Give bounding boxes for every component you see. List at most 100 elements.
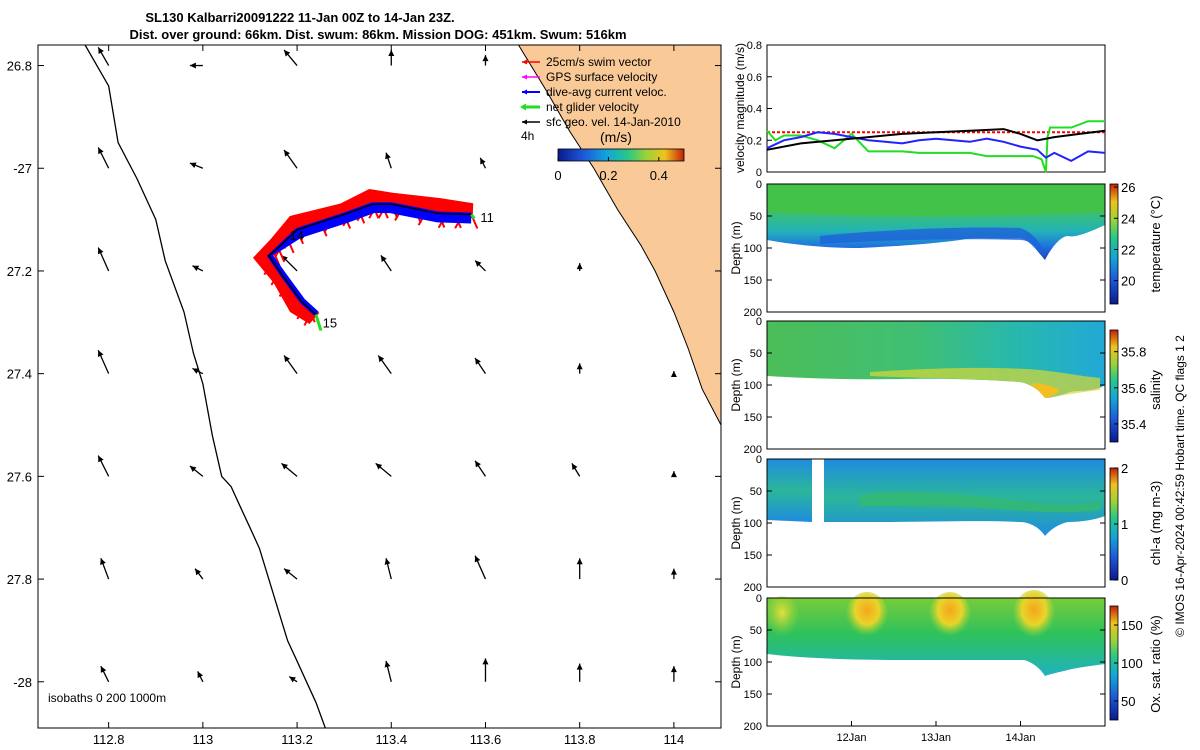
current-vector-head-35	[576, 558, 583, 565]
current-vector-head-28	[571, 463, 578, 471]
chl-yticks-label-2: 100	[744, 518, 762, 530]
map-xtick-label-6: 114	[664, 732, 685, 747]
chl-cticks-label-0: 0	[1121, 573, 1128, 588]
current-vector-head-29	[670, 471, 677, 478]
current-vector-head-15	[576, 263, 583, 270]
sal-yticks-label-1: 50	[750, 348, 762, 360]
current-vector-head-23	[98, 455, 104, 463]
ox-yticks-label-3: 150	[744, 689, 762, 701]
chla-colorbar-ticks: 0 1 2	[1114, 461, 1128, 588]
salinity-colorbar	[1109, 329, 1119, 443]
swim-vector-9-3	[303, 310, 314, 326]
current-vector-head-25	[281, 463, 288, 470]
map-title-line1: SL130 Kalbarri20091222 11-Jan 00Z to 14-…	[145, 10, 454, 25]
ox-yticks-label-4: 200	[744, 721, 762, 733]
chla-panel: 0 50 100 150 200 Depth (m) 0 1 2 chl-a (mg m-3…	[729, 454, 1163, 594]
isobath-coast-line	[84, 45, 326, 728]
chla-max-layer	[860, 491, 1100, 513]
current-vector-head-41	[482, 658, 489, 665]
chla-field-part1	[767, 459, 812, 522]
salinity-y-axis: 0 50 100 150 200	[744, 316, 1105, 456]
current-vector-head-20	[475, 358, 481, 365]
temp-yticks-label-1: 50	[750, 211, 762, 223]
chl-cticks-label-1: 1	[1121, 517, 1128, 532]
ox-xtick-label-0: 12Jan	[837, 732, 867, 744]
temp-yticks-label-0: 0	[756, 179, 762, 191]
current-vector-head-16	[97, 350, 104, 357]
current-vector-head-42	[576, 663, 583, 670]
legend-gps-label: GPS surface velocity	[546, 70, 657, 84]
map-colorbar-ticks: 0 0.2 0.4	[554, 157, 668, 183]
map-axes-box	[37, 44, 722, 729]
net-velocity-head	[470, 213, 476, 220]
net-velocity-tail	[314, 314, 323, 332]
current-vector-head-9	[480, 157, 486, 165]
map-xtick-label-4: 113.6	[470, 732, 502, 747]
map-panel: SL130 Kalbarri20091222 11-Jan 00Z to 14-…	[7, 10, 722, 747]
track-day-label-2: 15	[323, 315, 337, 330]
velocity-y-axis: 0 0.2 0.4 0.6 0.8	[747, 40, 772, 179]
salinity-colorbar-ticks: 35.4 35.6 35.8	[1114, 345, 1146, 432]
ox-yticks-label-2: 100	[744, 657, 762, 669]
current-vector-head-24	[189, 465, 197, 473]
map-ytick-label-2: 27.2	[7, 264, 32, 279]
chl-yticks-label-1: 50	[750, 486, 762, 498]
legend-scale-label: 4h	[521, 129, 534, 143]
current-vector-head-32	[284, 568, 291, 575]
swim-vector-7-3	[270, 270, 281, 286]
map-cbar-tick-label-1: 0.2	[599, 168, 617, 183]
map-cbar-tick-label-2: 0.4	[650, 168, 668, 183]
temperature-surface-layer	[767, 184, 1105, 216]
colorbar-units-label: (m/s)	[600, 129, 632, 145]
current-vector-head-39	[289, 676, 296, 683]
sal-yticks-label-2: 100	[744, 380, 762, 392]
legend-net-label: net glider velocity	[546, 100, 639, 114]
ox-xtick-label-1: 13Jan	[921, 732, 951, 744]
current-vector-head-21	[576, 363, 583, 370]
track-day-label-0: 11	[480, 210, 494, 225]
current-vector-head-4	[482, 55, 489, 62]
oxygen-y-axis: 0 50 100 150 200	[744, 593, 1105, 733]
legend-sfc-label: sfc geo. vel. 14-Jan-2010	[546, 115, 681, 129]
temperature-cold-band	[820, 227, 1045, 258]
map-ytick-label-6: -28	[13, 675, 32, 690]
map-xtick-label-5: 113.8	[564, 732, 596, 747]
ox-xtick-label-2: 14Jan	[1006, 732, 1036, 744]
current-vector-head-3	[388, 49, 395, 56]
velocity-series-2	[766, 131, 1106, 163]
oxygen-colorbar-ticks: 50 100 150	[1114, 618, 1143, 709]
legend-diveavg-arrowhead	[522, 89, 527, 95]
track-day-label-1: 14	[290, 228, 304, 243]
vel-ytick-label-4: 0.8	[747, 40, 762, 52]
salinity-colorbar-label: salinity	[1148, 370, 1163, 410]
swim-vector-8-1	[278, 282, 289, 298]
current-vector-head-31	[195, 568, 202, 576]
dive-avg-current-band	[266, 202, 472, 317]
chl-yticks-label-3: 150	[744, 550, 762, 562]
oxygen-x-axis: 12Jan 13Jan 14Jan	[837, 721, 1036, 744]
current-vector-field	[97, 47, 677, 683]
sal-yticks-label-4: 200	[744, 444, 762, 456]
current-vector-head-5	[98, 147, 104, 155]
map-ytick-label-5: 27.8	[7, 572, 32, 587]
swim-vector-9-1	[296, 304, 307, 320]
temperature-ylabel: Depth (m)	[729, 221, 743, 274]
map-ytick-label-1: -27	[13, 161, 32, 176]
temperature-colorbar-ticks: 20 22 24 26	[1114, 180, 1135, 289]
temp-yticks-label-4: 200	[744, 307, 762, 319]
current-vector-head-14	[475, 260, 482, 267]
current-vector-head-11	[192, 265, 200, 272]
current-vector-head-0	[98, 47, 104, 55]
map-xtick-label-3: 113.4	[375, 732, 407, 747]
chla-ylabel: Depth (m)	[729, 496, 743, 549]
map-xtick-label-2: 113.2	[281, 732, 313, 747]
current-vector-head-8	[385, 152, 391, 160]
map-y-axis: 26.8 -27 27.2 27.4 27.6 27.8 -28	[7, 59, 721, 690]
legend-sfc-arrowhead	[522, 119, 527, 125]
sal-cticks-label-1: 35.6	[1121, 381, 1146, 396]
velocity-panel: 0 0.2 0.4 0.6 0.8 velocity magnitude (m/s)	[733, 40, 1106, 179]
map-cbar-tick-label-0: 0	[554, 168, 561, 183]
velocity-series	[766, 120, 1106, 173]
oxygen-colorbar-label: Ox. sat. ratio (%)	[1148, 615, 1163, 713]
velocity-ylabel: velocity magnitude (m/s)	[733, 43, 747, 173]
